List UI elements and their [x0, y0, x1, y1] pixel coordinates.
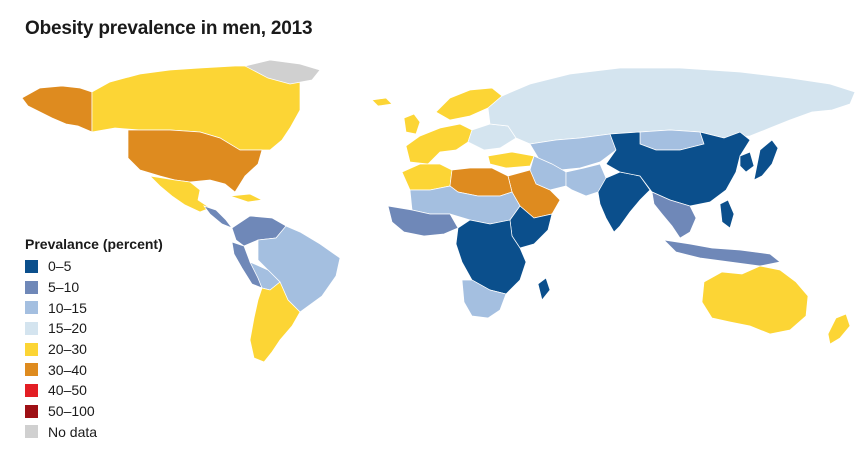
legend-label: 15–20	[48, 320, 87, 337]
legend-label: 5–10	[48, 279, 80, 296]
legend-title: Prevalance (percent)	[25, 236, 163, 252]
region-greenland	[244, 59, 321, 85]
legend-label: 0–5	[48, 258, 72, 275]
region-eastern-europe	[467, 123, 517, 151]
legend-item: 10–15	[25, 297, 163, 318]
legend-swatch	[25, 363, 38, 377]
legend-label: 50–100	[48, 403, 95, 420]
legend-swatch	[25, 383, 38, 397]
legend-item: 30–40	[25, 359, 163, 380]
legend-swatch	[25, 404, 38, 418]
region-libya-egypt	[449, 167, 513, 197]
region-philippines	[719, 199, 735, 229]
region-new-zealand	[827, 313, 851, 345]
region-india	[597, 171, 651, 233]
region-china	[605, 131, 751, 207]
region-caribbean	[229, 193, 264, 203]
region-west-africa	[387, 205, 459, 237]
legend-swatch	[25, 321, 38, 335]
legend-item: 20–30	[25, 339, 163, 360]
region-north-africa-west	[401, 163, 453, 191]
region-japan	[753, 139, 779, 181]
legend-label: 10–15	[48, 299, 87, 316]
legend-label: 30–40	[48, 361, 87, 378]
legend-swatch	[25, 259, 38, 273]
region-iceland	[371, 97, 393, 107]
legend-swatch	[25, 301, 38, 315]
legend-label: No data	[48, 423, 98, 440]
legend-swatch	[25, 280, 38, 294]
map-title: Obesity prevalence in men, 2013	[25, 18, 313, 39]
legend-item: No data	[25, 422, 163, 443]
region-korea	[739, 151, 755, 173]
legend-item: 40–50	[25, 380, 163, 401]
region-southeast-asia	[651, 191, 697, 239]
legend-item: 5–10	[25, 277, 163, 298]
legend: Prevalance (percent) 0–5 5–10 10–15 15–20 20…	[25, 236, 163, 442]
region-madagascar	[537, 277, 551, 301]
region-central-africa	[455, 219, 527, 295]
region-australia	[701, 265, 809, 335]
region-southern-africa	[461, 279, 507, 319]
region-turkey	[487, 151, 535, 169]
region-argentina-chile	[249, 281, 301, 363]
region-usa	[127, 129, 263, 193]
region-indonesia	[662, 239, 781, 267]
region-central-america	[203, 205, 234, 229]
legend-label: 20–30	[48, 341, 87, 358]
legend-label: 40–50	[48, 382, 87, 399]
legend-item: 15–20	[25, 318, 163, 339]
legend-swatch	[25, 425, 38, 439]
region-mexico	[148, 175, 211, 213]
region-uk-ireland	[403, 113, 421, 135]
legend-item: 0–5	[25, 256, 163, 277]
region-alaska	[21, 85, 93, 133]
legend-items: 0–5 5–10 10–15 15–20 20–30 30–40 40–50 50–100 No…	[25, 256, 163, 442]
legend-item: 50–100	[25, 401, 163, 422]
legend-swatch	[25, 342, 38, 356]
